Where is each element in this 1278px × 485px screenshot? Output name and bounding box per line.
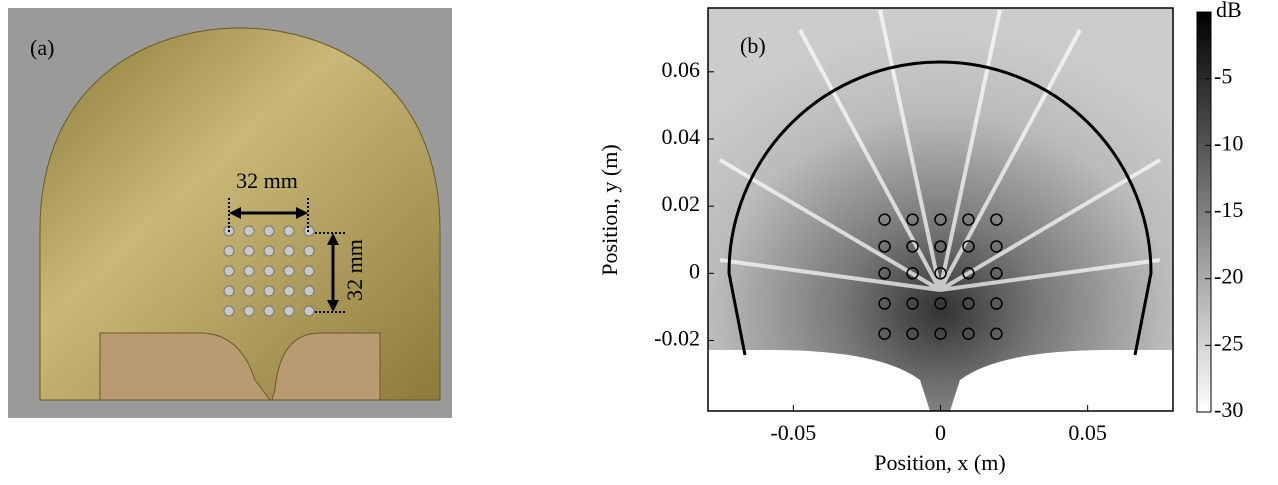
rod <box>244 306 254 316</box>
rod <box>244 266 254 276</box>
rod <box>244 286 254 296</box>
colorbar-tick-label: -30 <box>1214 397 1243 422</box>
y-tick-label: 0.06 <box>662 57 701 82</box>
rod <box>264 226 274 236</box>
rod <box>284 246 294 256</box>
rod <box>284 306 294 316</box>
figure: (a) 32 mm 32 mm (b) Position, x (m) Posi… <box>0 0 1278 485</box>
y-tick-label: 0 <box>689 258 700 283</box>
rod <box>284 226 294 236</box>
rod <box>264 266 274 276</box>
rod <box>244 246 254 256</box>
rod <box>304 286 314 296</box>
colorbar-tick-label: -15 <box>1214 197 1243 222</box>
colorbar-tick-label: -10 <box>1214 130 1243 155</box>
rod <box>224 306 234 316</box>
x-axis-label: Position, x (m) <box>874 450 1005 475</box>
rod <box>264 306 274 316</box>
photo <box>8 8 452 418</box>
y-tick-label: 0.02 <box>662 191 701 216</box>
field-map <box>708 8 1173 411</box>
rod <box>264 246 274 256</box>
rod <box>284 266 294 276</box>
colorbar-tick-label: -25 <box>1214 330 1243 355</box>
x-tick-label: 0 <box>935 420 946 445</box>
colorbar-tick-label: -20 <box>1214 264 1243 289</box>
rod <box>284 286 294 296</box>
rod <box>224 266 234 276</box>
y-tick-label: 0.04 <box>662 124 701 149</box>
rod <box>264 286 274 296</box>
rod <box>224 286 234 296</box>
rod <box>244 226 254 236</box>
annotation: 32 mm <box>342 239 367 301</box>
colorbar-label: dB <box>1216 0 1242 22</box>
colorbar-tick-label: -5 <box>1214 64 1232 89</box>
rod <box>224 246 234 256</box>
rod <box>304 306 314 316</box>
y-axis-label: Position, y (m) <box>597 144 622 275</box>
rod <box>304 266 314 276</box>
rod <box>304 246 314 256</box>
panel-label: (b) <box>740 33 766 58</box>
y-tick-label: -0.02 <box>654 326 700 351</box>
x-tick-label: -0.05 <box>770 420 816 445</box>
x-tick-label: 0.05 <box>1068 420 1107 445</box>
panel-label: (a) <box>30 35 54 60</box>
annotation: 32 mm <box>236 168 298 193</box>
